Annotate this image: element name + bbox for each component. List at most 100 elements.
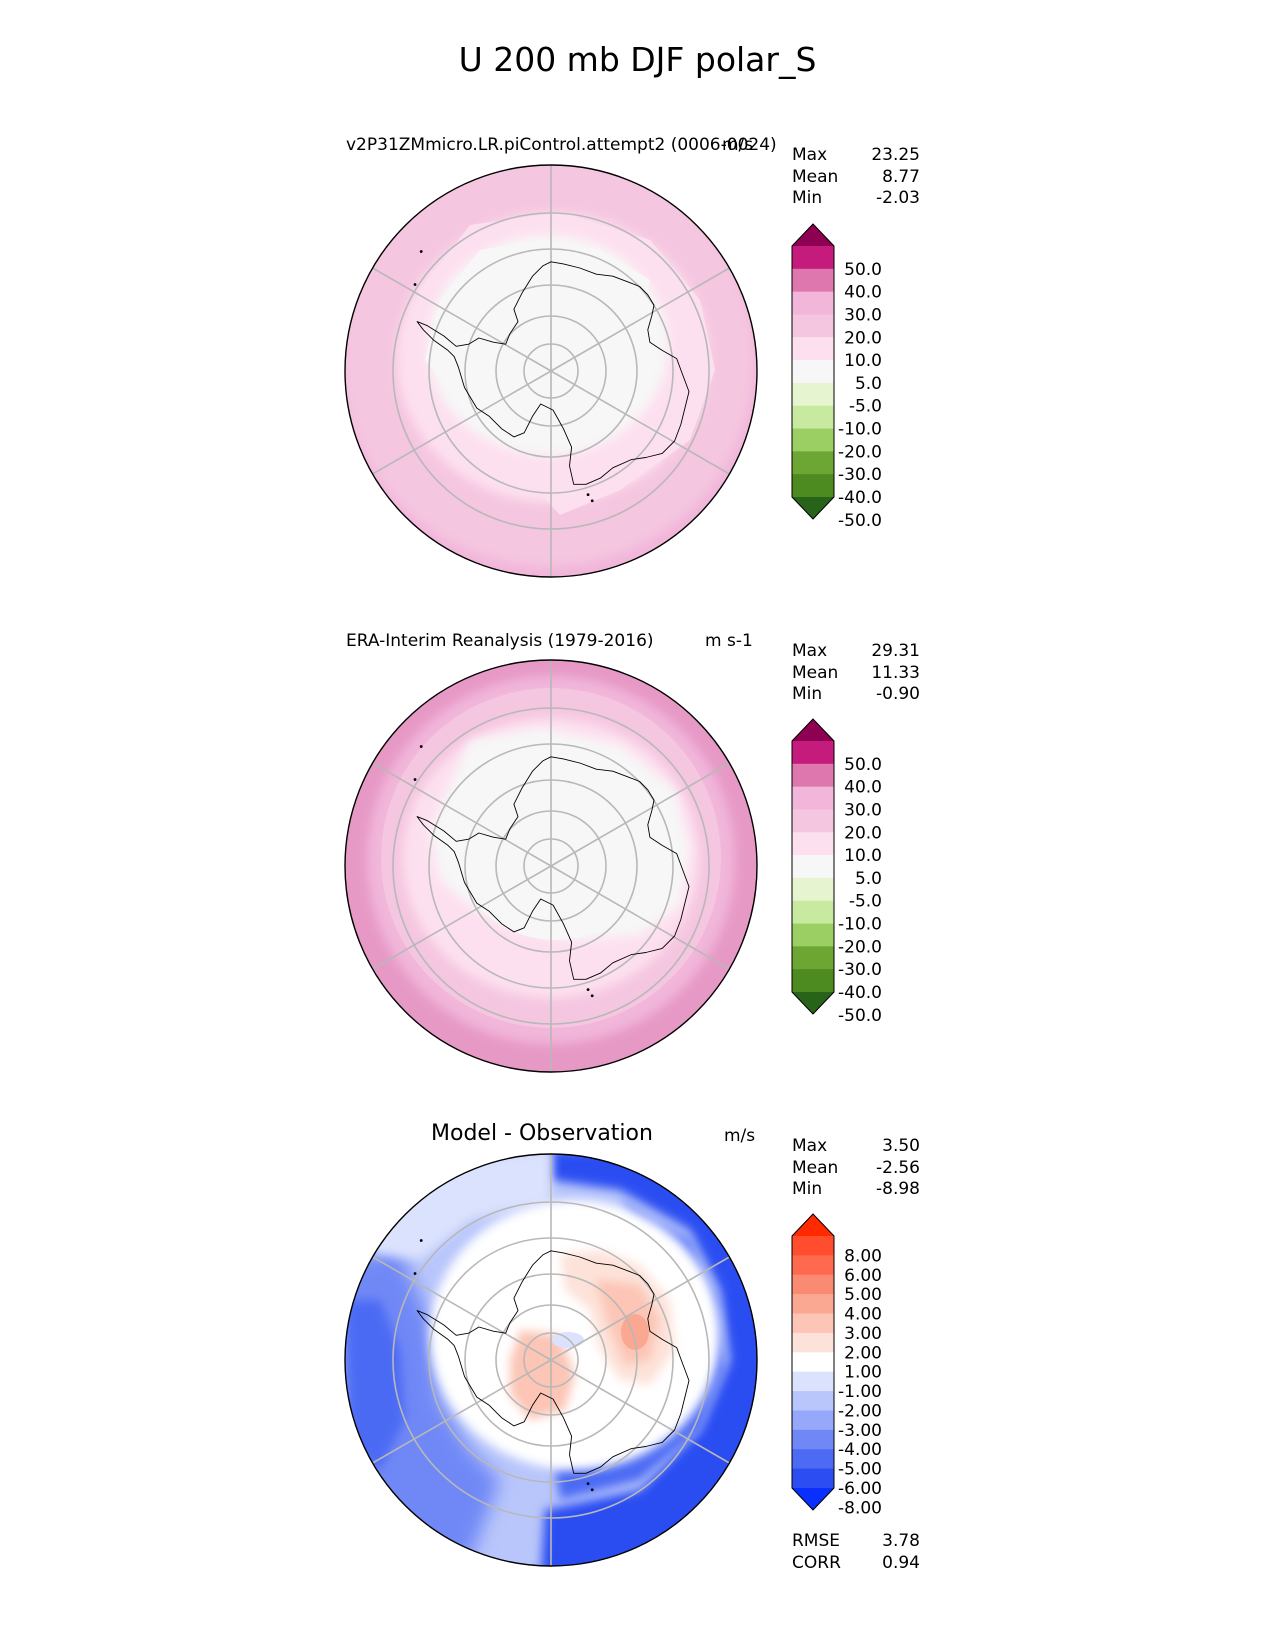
colorbar-tick-label: 30.0 <box>844 800 882 820</box>
colorbar-segment <box>792 900 834 925</box>
colorbar-tick-label: -30.0 <box>838 465 882 485</box>
coastline <box>416 261 690 485</box>
colorbar-tick-label: 20.0 <box>844 823 882 843</box>
panel-3-units: m/s <box>724 1126 756 1146</box>
longitude-line <box>372 1359 552 1464</box>
stat-min: Min -8.98 <box>792 1179 920 1199</box>
colorbar-segment <box>792 1313 834 1334</box>
panel-1-title: v2P31ZMmicro.LR.piControl.attempt2 (0006… <box>346 135 777 155</box>
stat-rmse: RMSE 3.78 <box>792 1531 920 1551</box>
colorbar-outline <box>791 1213 835 1511</box>
colorbar-segment <box>792 877 834 902</box>
longitude-line <box>550 762 730 867</box>
island <box>586 493 590 496</box>
panel-1-map <box>345 165 757 577</box>
colorbar-tick-label: -8.00 <box>838 1498 882 1518</box>
colorbar-extend-bottom <box>792 497 834 519</box>
panel-3-stats: Max 3.50 Mean -2.56 Min -8.98 <box>792 1136 920 1201</box>
stat-max: Max 29.31 <box>792 641 920 661</box>
panel-1-units: m/s <box>722 135 754 155</box>
colorbar-tick-label: 10.0 <box>844 846 882 866</box>
colorbar-segment <box>792 741 834 765</box>
stat-min: Min -0.90 <box>792 684 920 704</box>
island <box>419 1239 423 1242</box>
colorbar-segment <box>792 1352 834 1373</box>
colorbar-tick-label: -50.0 <box>838 1006 882 1026</box>
colorbar-tick-label: -3.00 <box>838 1421 882 1441</box>
colorbar-extend-top <box>792 224 834 246</box>
colorbar-segment <box>792 1391 834 1411</box>
colorbar-tick-label: 1.00 <box>844 1363 882 1383</box>
colorbar-segment <box>792 763 834 788</box>
colorbar-tick-label: -20.0 <box>838 937 882 957</box>
island <box>419 745 423 748</box>
island <box>586 988 590 991</box>
colorbar-tick-label: 40.0 <box>844 283 882 303</box>
colorbar-segment <box>792 832 834 856</box>
colorbar-tick-label: 3.00 <box>844 1324 882 1344</box>
colorbar-segment <box>792 969 834 993</box>
colorbar-segment <box>792 1294 834 1315</box>
colorbar-3: 8.006.005.004.003.002.001.00-1.00-2.00-3… <box>791 1213 882 1518</box>
colorbar-segment <box>792 1468 834 1489</box>
panel-2-map <box>345 660 757 1072</box>
colorbar-segment <box>792 1332 834 1353</box>
stat-mean: Mean -2.56 <box>792 1157 920 1178</box>
colorbar-segment <box>792 246 834 270</box>
colorbar-segment <box>792 1449 834 1470</box>
coastline <box>416 756 690 980</box>
colorbar-extend-top <box>792 1214 834 1236</box>
field-band <box>425 240 650 430</box>
colorbar-tick-label: -30.0 <box>838 960 882 980</box>
colorbar-segment <box>792 1255 834 1276</box>
longitude-line <box>372 267 552 372</box>
panel-2-stats: Max 29.31 Mean 11.33 Min -0.90 <box>792 641 920 706</box>
colorbar-tick-label: -2.00 <box>838 1401 882 1421</box>
colorbar-segment <box>792 451 834 475</box>
island <box>413 1272 417 1275</box>
colorbar-segment <box>792 809 834 833</box>
colorbar-tick-label: 2.00 <box>844 1343 882 1363</box>
colorbar-segment <box>792 382 834 407</box>
longitude-line <box>550 370 730 475</box>
colorbar-tick-label: 50.0 <box>844 260 882 280</box>
colorbar-segment <box>792 268 834 293</box>
colorbar-tick-label: 4.00 <box>844 1305 882 1325</box>
panel-3-extra-stats: RMSE 3.78 CORR 0.94 <box>792 1531 920 1574</box>
colorbar-segment <box>792 291 834 315</box>
colorbar-segment <box>792 474 834 498</box>
colorbars: 50.040.030.020.010.05.0-5.0-10.0-20.0-30… <box>791 223 882 1518</box>
island <box>413 778 417 781</box>
map-grid-2 <box>344 659 758 1073</box>
colorbar-segment <box>792 360 834 384</box>
colorbar-outline <box>791 223 835 520</box>
colorbar-segment <box>792 314 834 338</box>
colorbar-segment <box>792 923 834 947</box>
colorbar-segment <box>792 1371 834 1392</box>
map-grid-3 <box>344 1153 758 1567</box>
panel-3-title: Model - Observation <box>431 1121 653 1146</box>
island <box>590 1488 594 1492</box>
island <box>586 1482 590 1485</box>
figure-title: U 200 mb DJF polar_S <box>458 40 817 79</box>
colorbar-tick-label: -20.0 <box>838 442 882 462</box>
island <box>590 994 594 998</box>
colorbar-tick-label: -10.0 <box>838 915 882 935</box>
colorbar-tick-label: 5.0 <box>855 869 882 889</box>
longitude-line <box>550 267 730 372</box>
panel-2-title: ERA-Interim Reanalysis (1979-2016) <box>346 631 654 651</box>
panel-1-stats: Max 23.25 Mean 8.77 Min -2.03 <box>792 145 920 210</box>
longitude-line <box>550 1359 730 1464</box>
colorbar-segment <box>792 337 834 361</box>
colorbar-tick-label: 8.00 <box>844 1246 882 1266</box>
colorbar-tick-label: 5.0 <box>855 374 882 394</box>
panel-3-map <box>345 1154 757 1566</box>
colorbar-tick-label: -5.00 <box>838 1460 882 1480</box>
colorbar-tick-label: -5.0 <box>849 892 882 912</box>
island <box>419 250 423 253</box>
colorbar-segment <box>792 1236 834 1256</box>
stat-corr: CORR 0.94 <box>792 1552 920 1573</box>
colorbar-segment <box>792 855 834 879</box>
field-band <box>345 1300 405 1470</box>
longitude-line <box>550 1256 730 1361</box>
